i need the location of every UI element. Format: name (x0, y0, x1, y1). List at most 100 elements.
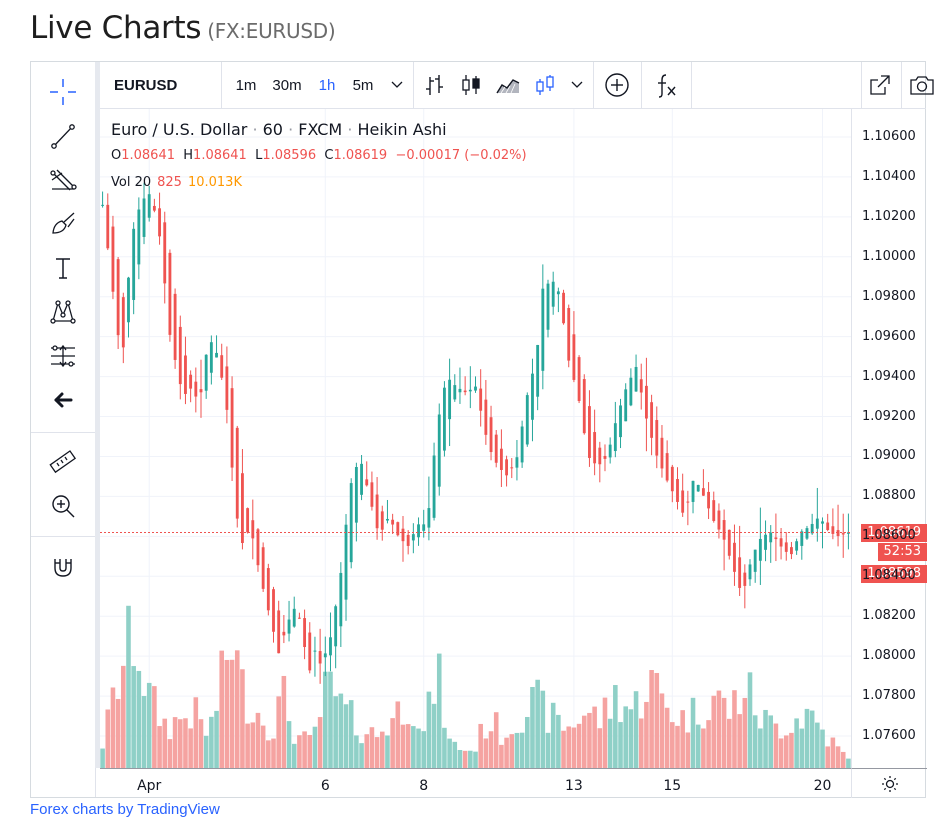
volume-bar (379, 731, 385, 768)
volume-bar (504, 737, 509, 768)
candle-body (790, 547, 793, 555)
candle (230, 376, 234, 481)
brush-icon[interactable] (43, 206, 83, 242)
candles-icon[interactable] (454, 62, 488, 108)
candle-body (634, 366, 638, 392)
candle-body (676, 479, 679, 502)
low-label: L (255, 148, 263, 163)
trendline-icon[interactable] (43, 118, 83, 154)
time-axis[interactable]: Apr 6 8 13 15 20 (100, 768, 852, 798)
candle (836, 504, 840, 547)
plus-circle-icon[interactable] (598, 62, 636, 108)
candle-body (246, 508, 250, 533)
chevron-down-icon[interactable] (384, 62, 410, 108)
candle-body (292, 608, 296, 627)
candle-body (515, 457, 519, 468)
price-tick-label: 1.10000 (862, 248, 916, 264)
volume-bar (493, 712, 499, 768)
candle (608, 437, 612, 464)
candle-body (411, 534, 415, 541)
candle-body (199, 389, 203, 393)
candle-body (800, 531, 804, 546)
candle-body (655, 420, 659, 456)
volume-bar (193, 697, 199, 768)
volume-bar (711, 695, 717, 768)
candle-body (370, 482, 374, 507)
candle (458, 367, 462, 404)
candle (707, 482, 710, 520)
price-axis[interactable]: 1.08619 52:53 1.08598 1.10600 1.10400 1.10… (851, 109, 927, 768)
fib-icon[interactable] (43, 162, 83, 198)
candle-body (261, 547, 265, 589)
candle-body (427, 508, 431, 528)
volume-bar (840, 751, 846, 768)
volume-bar (271, 738, 276, 768)
volume-bar (576, 723, 582, 768)
interval-1m-button[interactable]: 1m (235, 76, 257, 94)
candle-body (168, 252, 172, 335)
fx-icon[interactable] (646, 62, 686, 108)
zoom-in-icon[interactable] (43, 488, 83, 524)
text-icon[interactable] (43, 250, 83, 286)
volume-bar (343, 704, 349, 768)
candle-body (608, 444, 612, 458)
interval-5m-button[interactable]: 5m (352, 76, 374, 94)
volume-bar (286, 721, 292, 768)
camera-icon[interactable] (906, 62, 938, 108)
heikin-ashi-icon[interactable] (528, 62, 562, 108)
symbol-search-button[interactable]: EURUSD (114, 76, 178, 94)
magnet-icon[interactable] (43, 548, 83, 584)
projection-icon[interactable] (43, 338, 83, 374)
candle (681, 473, 685, 517)
gear-icon[interactable] (851, 768, 927, 798)
pattern-icon[interactable] (43, 294, 83, 330)
candle-body (277, 610, 281, 654)
volume-bar (685, 732, 691, 768)
left-scroll-strip (95, 62, 100, 768)
volume-bar (799, 728, 805, 768)
candle (484, 379, 488, 445)
candle (639, 363, 643, 410)
candle-body (406, 534, 410, 546)
candle-body (748, 564, 752, 580)
candle-body (458, 388, 462, 393)
candle-body (215, 352, 218, 358)
tradingview-footer-link[interactable]: Forex charts by TradingView (30, 801, 220, 818)
candle (256, 528, 260, 572)
bars-icon[interactable] (418, 62, 452, 108)
volume-bar (820, 729, 825, 768)
volume-bar (581, 715, 587, 768)
price-chart-area[interactable] (100, 109, 851, 768)
candle (603, 444, 607, 472)
volume-bar (695, 724, 701, 768)
page-title: Live Charts (FX:EURUSD) (30, 10, 336, 46)
interval-30m-button[interactable]: 30m (272, 76, 302, 94)
candle-body (184, 355, 187, 394)
back-arrow-icon[interactable] (43, 382, 83, 418)
candle (593, 409, 597, 476)
volume-bar (390, 718, 395, 768)
interval-1h-button[interactable]: 1h (318, 76, 336, 94)
candle-body (593, 432, 597, 464)
close-label: C (324, 148, 334, 163)
volume-bar (680, 710, 685, 768)
candle-body (158, 208, 161, 237)
candle (701, 469, 705, 496)
candle-body (334, 606, 338, 647)
candle-body (510, 467, 514, 469)
candle-body (629, 377, 633, 406)
ruler-icon[interactable] (43, 444, 83, 480)
countdown-tag: 52:53 (877, 542, 927, 561)
candle-body (401, 528, 405, 542)
crosshair-icon[interactable] (43, 74, 83, 110)
fullscreen-icon[interactable] (865, 62, 895, 108)
candle-body (665, 453, 669, 481)
volume-bar (592, 706, 597, 768)
area-icon[interactable] (490, 62, 526, 108)
candle-body (701, 488, 705, 496)
candle-body (815, 518, 819, 529)
chevron-down-icon[interactable] (564, 62, 590, 108)
volume-bar (162, 718, 168, 768)
candle-body (220, 355, 224, 378)
candle-body (546, 283, 550, 330)
